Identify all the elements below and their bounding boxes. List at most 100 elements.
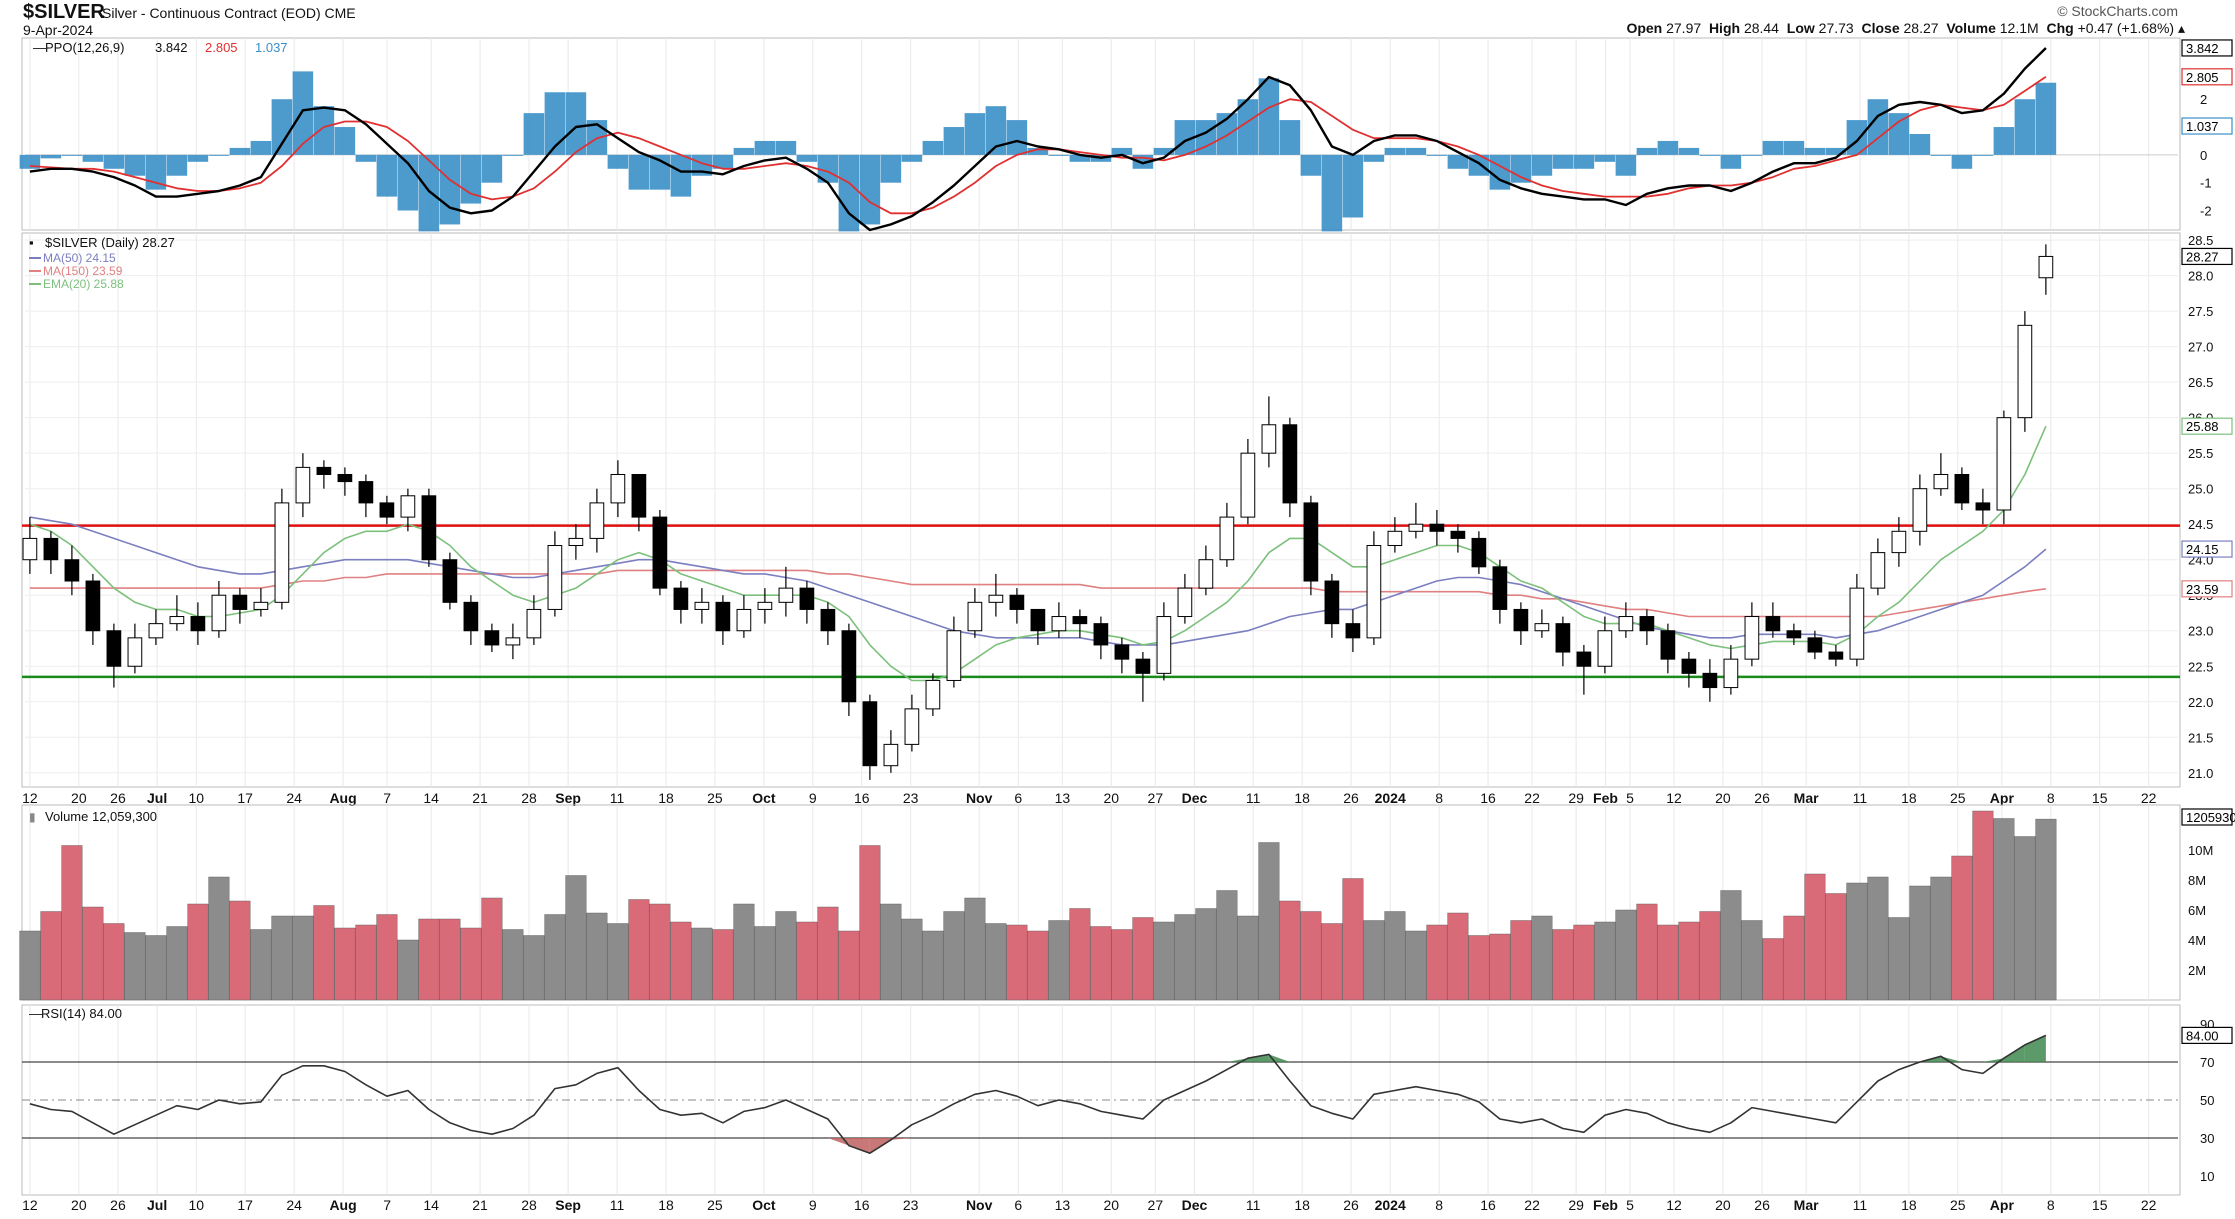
- ppo-histogram-bar: [985, 106, 1007, 155]
- candle-body: [820, 608, 836, 632]
- candle-body: [1765, 616, 1781, 632]
- ppo-histogram-bar: [1006, 120, 1028, 155]
- ppo-histogram-bar: [1636, 147, 1658, 155]
- volume-bar: [1699, 911, 1721, 1001]
- ppo-tick-label-box: [2181, 39, 2233, 57]
- volume-bar: [565, 875, 587, 1001]
- ppo-histogram-bar: [1972, 154, 1994, 156]
- price-date-label: Nov: [966, 790, 993, 806]
- candle-body: [1933, 473, 1949, 490]
- rsi-date-label: 16: [854, 1197, 870, 1213]
- candle-body: [1891, 530, 1907, 554]
- price-date-label: 21: [472, 790, 488, 806]
- ppo-histogram-bar: [1510, 154, 1532, 183]
- ppo-histogram-bar: [439, 154, 461, 225]
- ppo-histogram-bar: [1237, 99, 1259, 155]
- volume-bar: [1678, 921, 1700, 1001]
- candle-body: [505, 637, 521, 646]
- volume-bar: [334, 927, 356, 1001]
- candle-body: [1744, 616, 1760, 660]
- rsi-overbought-fill: [1940, 1056, 1962, 1062]
- ppo-histogram-bar: [355, 154, 377, 162]
- price-date-label: 25: [1950, 790, 1966, 806]
- price-date-label: 22: [2141, 790, 2157, 806]
- ohlc-summary: Open 27.97 High 28.44 Low 27.73 Close 28…: [1626, 20, 2185, 37]
- candle-body: [1282, 424, 1298, 504]
- price-date-label: 16: [854, 790, 870, 806]
- ppo-label: PPO(12,26,9): [45, 40, 125, 55]
- candle-body: [106, 630, 122, 667]
- ppo-histogram-bar: [313, 106, 335, 155]
- volume-bar: [103, 923, 125, 1001]
- ppo-histogram-bar: [334, 127, 356, 155]
- ema20-price-label-box: [2181, 417, 2233, 435]
- volume-bar: [1909, 885, 1931, 1001]
- ppo-tick-label: 2.805: [2186, 70, 2219, 85]
- ppo-histogram-bar: [1279, 120, 1301, 155]
- rsi-date-label: 20: [1715, 1197, 1731, 1213]
- ppo-histogram-bar: [565, 92, 587, 155]
- candle-body: [1030, 608, 1046, 632]
- price-date-label: 8: [2047, 790, 2055, 806]
- candle-body: [1597, 630, 1613, 667]
- rsi-date-label: Dec: [1182, 1197, 1208, 1213]
- candle-body: [1093, 623, 1109, 646]
- candle-body: [736, 608, 752, 632]
- watermark: © StockCharts.com: [2057, 3, 2178, 19]
- volume-bar: [1216, 890, 1238, 1001]
- price-date-label: 29: [1568, 790, 1584, 806]
- ppo-histogram-bar: [544, 92, 566, 155]
- candle-body: [1786, 630, 1802, 639]
- ohlc-close-label: Close: [1861, 20, 1900, 36]
- ppo-histogram-bar: [1867, 99, 1889, 155]
- ohlc-chg-value: +0.47 (+1.68%): [2077, 20, 2175, 36]
- rsi-overbought-fill: [2024, 1035, 2046, 1062]
- ppo-histogram-bar: [1720, 154, 1742, 169]
- ppo-histogram-bar: [607, 154, 629, 169]
- price-date-label: 15: [2092, 790, 2108, 806]
- candle-body: [1303, 502, 1319, 582]
- ppo-histogram-bar: [1489, 154, 1511, 190]
- volume-bar: [397, 939, 419, 1001]
- rsi-oversold-fill: [848, 1138, 870, 1154]
- candle-body: [862, 701, 878, 767]
- volume-bar: [880, 903, 902, 1001]
- ppo-histogram-bar: [1678, 147, 1700, 155]
- rsi-price-label-box: [2181, 1026, 2233, 1045]
- price-date-label: 22: [1524, 790, 1540, 806]
- ppo-histogram-bar: [1741, 154, 1763, 156]
- candle-body: [274, 502, 290, 603]
- volume-bar: [1027, 930, 1049, 1001]
- volume-bar: [1594, 921, 1616, 1001]
- candle-body: [148, 623, 164, 639]
- candle-body: [1828, 651, 1844, 660]
- ppo-histogram-bar: [628, 154, 650, 190]
- volume-bar: [1762, 938, 1784, 1001]
- rsi-label: RSI(14) 84.00: [41, 1006, 122, 1021]
- volume-bar: [838, 930, 860, 1001]
- ppo-histogram-bar: [901, 154, 923, 162]
- ppo-histogram-bar: [1951, 154, 1973, 169]
- price-tick-label: 27.5: [2188, 304, 2213, 319]
- ppo-hist-value: 1.037: [255, 40, 288, 55]
- price-date-label: 2024: [1375, 790, 1406, 806]
- price-date-label: 18: [1294, 790, 1310, 806]
- rsi-date-label: 25: [1950, 1197, 1966, 1213]
- volume-bar: [1363, 920, 1385, 1001]
- volume-bar: [1069, 908, 1091, 1001]
- price-date-label: 26: [110, 790, 126, 806]
- candle-body: [43, 537, 59, 561]
- ppo-histogram-bar: [1573, 154, 1595, 169]
- ppo-histogram-bar: [166, 154, 188, 176]
- price-date-label: Oct: [752, 790, 776, 806]
- volume-bar: [82, 906, 104, 1001]
- volume-legend-icon: ▮: [29, 810, 36, 824]
- candle-body: [610, 473, 626, 504]
- volume-bar: [1006, 924, 1028, 1001]
- price-tick-label: 23.0: [2188, 624, 2213, 639]
- volume-bar: [1741, 920, 1763, 1001]
- price-tick-label: 21.0: [2188, 766, 2213, 781]
- rsi-date-label: 10: [188, 1197, 204, 1213]
- candle-body: [631, 473, 647, 518]
- price-tick-label: 26.5: [2188, 375, 2213, 390]
